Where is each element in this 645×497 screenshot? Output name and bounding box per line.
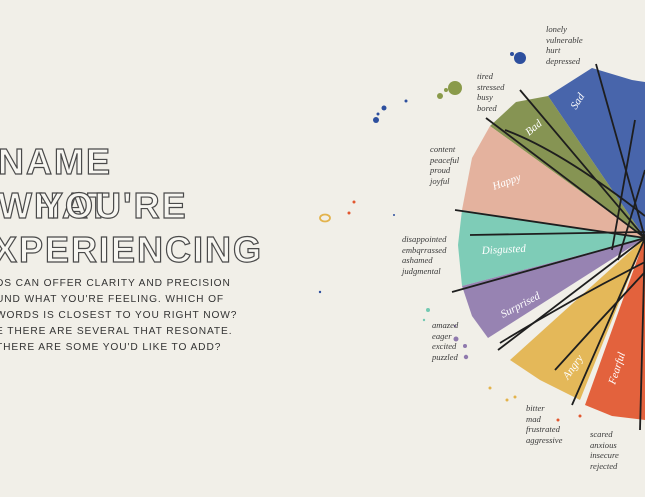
intro-line: E THERE ARE SEVERAL THAT RESONATE.: [0, 326, 233, 337]
emotion-word: joyful: [430, 175, 450, 186]
intro-line: DS CAN OFFER CLARITY AND PRECISION: [0, 278, 231, 289]
emotion-word: depressed: [546, 55, 581, 66]
emotion-word: amazed: [432, 320, 459, 330]
intro-line: THERE ARE SOME YOU'D LIKE TO ADD?: [0, 342, 222, 353]
intro-paragraph: DS CAN OFFER CLARITY AND PRECISION UND W…: [0, 276, 236, 356]
emotion-word: aggressive: [526, 434, 563, 445]
title-line-2: YOU'RE: [38, 184, 188, 226]
emotion-word: eager: [432, 330, 452, 341]
surprised-word-list: amazed eager excited puzzled: [432, 320, 458, 362]
wedge-disgusted: [458, 210, 645, 286]
emotion-word: disappointed: [402, 234, 447, 244]
emotion-word: insecure: [590, 450, 619, 460]
emotion-word: ashamed: [402, 255, 433, 265]
emotion-word: vulnerable: [546, 34, 583, 45]
wedge-surprised: [462, 238, 645, 338]
paint-splatters: [318, 52, 582, 422]
emotion-word: frustrated: [526, 424, 560, 434]
emotion-word: rejected: [590, 460, 618, 471]
disgusted-word-list: disappointed embqrrassed ashamed judgmen…: [402, 234, 446, 276]
emotion-word: proud: [430, 165, 451, 175]
label-disgusted: Disgusted: [481, 243, 527, 257]
emotion-word: lonely: [546, 24, 567, 34]
emotion-word: bored: [477, 102, 497, 113]
happy-word-list: content peaceful proud joyful: [430, 144, 459, 186]
emotion-word: excited: [432, 341, 457, 351]
wedge-bad: [490, 96, 645, 238]
emotion-word: hurt: [546, 45, 561, 55]
emotion-word: peaceful: [430, 154, 460, 165]
fearful-word-list: scared anxious insecure rejected: [590, 429, 619, 471]
emotion-word: embqrrassed: [402, 244, 447, 255]
title-line-1: NAME WHAT: [0, 140, 112, 226]
intro-line: WORDS IS CLOSEST TO YOU RIGHT NOW?: [0, 310, 238, 321]
wheel-ink-lines: [451, 63, 645, 431]
title-line-3: XPERIENCING: [0, 228, 264, 270]
emotion-word: stressed: [477, 81, 505, 92]
emotion-word: bitter: [526, 403, 545, 413]
emotion-word: tired: [477, 71, 493, 81]
intro-line: UND WHAT YOU'RE FEELING. WHICH OF: [0, 294, 225, 305]
emotion-word: judgmental: [402, 265, 441, 276]
bad-word-list: tired stressed busy bored: [477, 71, 504, 113]
emotion-word: anxious: [590, 439, 617, 450]
emotion-word: puzzled: [432, 351, 458, 362]
emotion-word: busy: [477, 92, 493, 102]
angry-word-list: bitter mad frustrated aggressive: [526, 403, 562, 445]
emotion-word: content: [430, 144, 456, 154]
wedge-fearful: [585, 238, 645, 420]
emotion-word: scared: [590, 429, 613, 439]
emotion-word: mad: [526, 413, 541, 424]
sad-word-list: lonely vulnerable hurt depressed: [546, 24, 583, 66]
wedge-happy: [462, 126, 645, 238]
